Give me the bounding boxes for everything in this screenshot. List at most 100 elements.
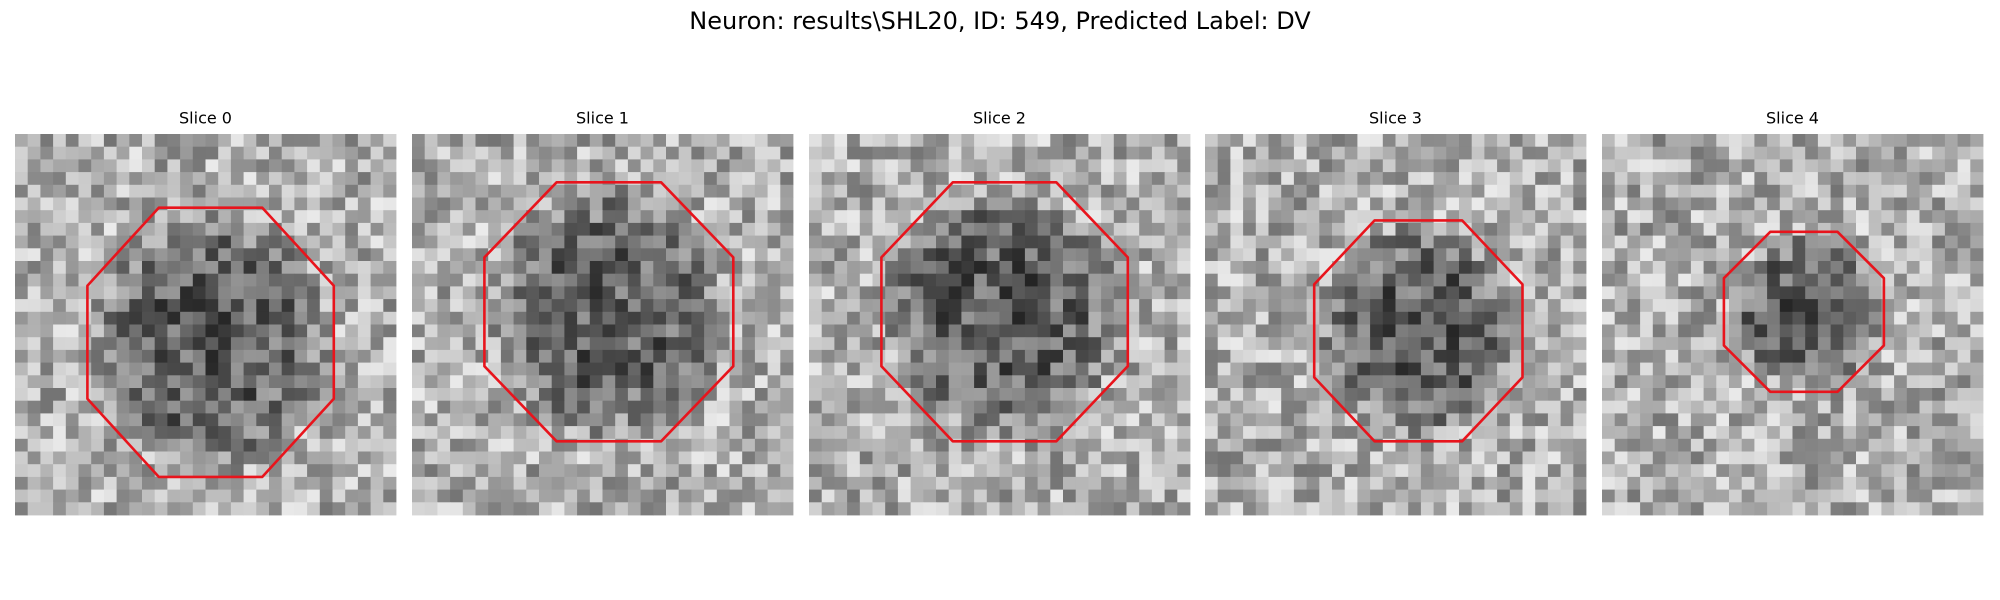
pixel bbox=[488, 286, 502, 300]
pixel bbox=[1050, 476, 1064, 490]
pixel bbox=[1919, 400, 1933, 414]
pixel bbox=[1602, 337, 1616, 351]
pixel bbox=[1741, 375, 1755, 389]
pixel bbox=[1509, 438, 1523, 452]
pixel bbox=[1446, 375, 1460, 389]
pixel bbox=[1497, 172, 1511, 186]
pixel bbox=[15, 337, 29, 351]
pixel bbox=[704, 388, 718, 402]
pixel bbox=[1547, 464, 1561, 478]
pixel bbox=[437, 286, 451, 300]
pixel bbox=[539, 235, 553, 249]
pixel bbox=[1281, 388, 1295, 402]
pixel bbox=[1395, 299, 1409, 313]
pixel bbox=[1640, 222, 1654, 236]
pixel bbox=[53, 273, 67, 287]
pixel bbox=[1063, 413, 1077, 427]
pixel bbox=[1602, 210, 1616, 224]
pixel bbox=[218, 400, 232, 414]
pixel bbox=[780, 311, 794, 325]
pixel bbox=[116, 476, 130, 490]
pixel bbox=[1420, 489, 1434, 503]
pixel bbox=[383, 413, 397, 427]
pixel bbox=[1408, 476, 1422, 490]
pixel bbox=[1779, 413, 1793, 427]
pixel bbox=[1868, 388, 1882, 402]
pixel bbox=[847, 438, 861, 452]
pixel bbox=[1627, 362, 1641, 376]
pixel bbox=[1408, 489, 1422, 503]
pixel bbox=[1370, 375, 1384, 389]
pixel bbox=[1779, 261, 1793, 275]
pixel bbox=[742, 489, 756, 503]
pixel bbox=[1779, 375, 1793, 389]
pixel bbox=[834, 476, 848, 490]
pixel bbox=[1243, 451, 1257, 465]
pixel bbox=[1370, 388, 1384, 402]
pixel bbox=[192, 502, 206, 516]
pixel bbox=[500, 235, 514, 249]
pixel bbox=[1319, 337, 1333, 351]
pixel bbox=[1906, 324, 1920, 338]
pixel bbox=[1614, 172, 1628, 186]
pixel bbox=[1382, 146, 1396, 160]
pixel bbox=[859, 400, 873, 414]
pixel bbox=[653, 235, 667, 249]
pixel bbox=[1306, 146, 1320, 160]
pixel bbox=[834, 261, 848, 275]
pixel bbox=[627, 248, 641, 262]
pixel bbox=[539, 286, 553, 300]
pixel bbox=[1075, 210, 1089, 224]
pixel bbox=[488, 235, 502, 249]
pixel bbox=[834, 489, 848, 503]
pixel bbox=[192, 159, 206, 173]
pixel bbox=[1370, 146, 1384, 160]
pixel bbox=[1357, 400, 1371, 414]
pixel bbox=[1395, 362, 1409, 376]
pixel bbox=[936, 248, 950, 262]
pixel bbox=[319, 324, 333, 338]
pixel bbox=[1281, 222, 1295, 236]
pixel bbox=[1535, 235, 1549, 249]
pixel bbox=[65, 159, 79, 173]
pixel bbox=[754, 438, 768, 452]
pixel bbox=[1957, 375, 1971, 389]
pixel bbox=[1382, 349, 1396, 363]
pixel bbox=[205, 324, 219, 338]
pixel bbox=[704, 311, 718, 325]
pixel bbox=[678, 273, 692, 287]
pixel bbox=[1741, 464, 1755, 478]
pixel bbox=[691, 146, 705, 160]
pixel bbox=[859, 286, 873, 300]
pixel bbox=[923, 197, 937, 211]
pixel bbox=[1382, 388, 1396, 402]
pixel bbox=[1856, 413, 1870, 427]
pixel bbox=[1627, 438, 1641, 452]
pixel bbox=[319, 146, 333, 160]
pixel bbox=[1754, 286, 1768, 300]
pixel bbox=[716, 286, 730, 300]
pixel bbox=[1652, 349, 1666, 363]
pixel bbox=[1944, 375, 1958, 389]
pixel bbox=[1703, 197, 1717, 211]
pixel bbox=[437, 210, 451, 224]
pixel bbox=[1830, 159, 1844, 173]
pixel bbox=[116, 464, 130, 478]
pixel bbox=[15, 388, 29, 402]
pixel bbox=[1459, 362, 1473, 376]
pixel bbox=[780, 476, 794, 490]
pixel bbox=[1139, 248, 1153, 262]
pixel bbox=[1164, 311, 1178, 325]
pixel bbox=[205, 299, 219, 313]
pixel bbox=[281, 349, 295, 363]
pixel bbox=[1459, 261, 1473, 275]
pixel bbox=[1484, 349, 1498, 363]
pixel bbox=[1614, 286, 1628, 300]
pixel bbox=[742, 476, 756, 490]
pixel bbox=[539, 172, 553, 186]
pixel bbox=[872, 235, 886, 249]
pixel bbox=[269, 349, 283, 363]
pixel bbox=[1420, 476, 1434, 490]
pixel bbox=[1703, 146, 1717, 160]
pixel bbox=[1382, 464, 1396, 478]
